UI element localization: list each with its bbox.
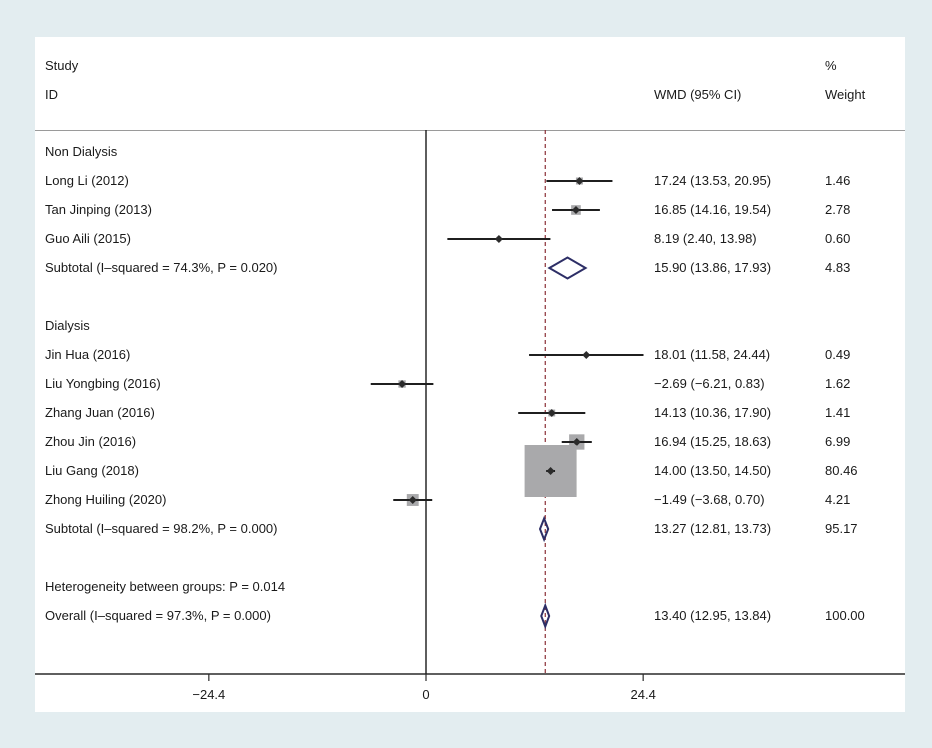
point-estimate	[494, 235, 503, 243]
header-percent: %	[825, 58, 837, 73]
ci-value: 16.94 (15.25, 18.63)	[654, 434, 772, 449]
ci-value: 13.40 (12.95, 13.84)	[654, 608, 772, 623]
study-label: Long Li (2012)	[45, 173, 129, 188]
header-study: Study	[45, 58, 79, 73]
study-label: Zhong Huiling (2020)	[45, 492, 167, 507]
study-label: Tan Jinping (2013)	[45, 202, 152, 217]
ci-value: −2.69 (−6.21, 0.83)	[654, 376, 765, 391]
weight-value: 2.78	[825, 202, 851, 217]
study-label: Zhou Jin (2016)	[45, 434, 137, 449]
study-label: Zhang Juan (2016)	[45, 405, 155, 420]
ci-value: 13.27 (12.81, 13.73)	[654, 521, 772, 536]
forest-plot-svg	[35, 130, 905, 681]
header-weight: Weight	[825, 87, 866, 102]
study-label: Liu Yongbing (2016)	[45, 376, 161, 391]
point-estimate	[572, 438, 581, 446]
subtotal-label: Subtotal (I–squared = 74.3%, P = 0.020)	[45, 260, 278, 275]
weight-value: 1.46	[825, 173, 851, 188]
weight-value: 1.41	[825, 405, 851, 420]
weight-value: 4.21	[825, 492, 851, 507]
weight-value: 6.99	[825, 434, 851, 449]
ci-value: 14.00 (13.50, 14.50)	[654, 463, 772, 478]
weight-value: 0.49	[825, 347, 851, 362]
header-wmd: WMD (95% CI)	[654, 87, 742, 102]
weight-value: 95.17	[825, 521, 858, 536]
group-label: Non Dialysis	[45, 144, 118, 159]
header-id: ID	[45, 87, 58, 102]
study-label: Jin Hua (2016)	[45, 347, 131, 362]
point-estimate	[547, 409, 556, 417]
point-estimate	[546, 467, 555, 475]
ci-value: 8.19 (2.40, 13.98)	[654, 231, 757, 246]
weight-value: 1.62	[825, 376, 851, 391]
group-label: Dialysis	[45, 318, 90, 333]
x-tick-label: −24.4	[192, 687, 226, 702]
weight-value: 80.46	[825, 463, 858, 478]
forest-plot-panel: Study ID WMD (95% CI) % Weight Non Dialy…	[35, 37, 905, 712]
point-estimate	[398, 380, 407, 388]
x-tick-label: 0	[422, 687, 430, 702]
study-label: Liu Gang (2018)	[45, 463, 139, 478]
note-label: Heterogeneity between groups: P = 0.014	[45, 579, 286, 594]
subtotal-label: Subtotal (I–squared = 98.2%, P = 0.000)	[45, 521, 278, 536]
x-tick-label: 24.4	[630, 687, 656, 702]
ci-value: 14.13 (10.36, 17.90)	[654, 405, 772, 420]
point-estimate	[575, 177, 584, 185]
weight-value: 4.83	[825, 260, 851, 275]
study-label: Guo Aili (2015)	[45, 231, 131, 246]
overall-diamond	[540, 602, 551, 630]
header-divider	[35, 130, 905, 131]
ci-value: 18.01 (11.58, 24.44)	[654, 347, 771, 362]
point-estimate	[408, 496, 417, 504]
overall-label: Overall (I–squared = 97.3%, P = 0.000)	[45, 608, 271, 623]
ci-value: −1.49 (−3.68, 0.70)	[654, 492, 765, 507]
weight-value: 0.60	[825, 231, 851, 246]
subtotal-diamond	[538, 515, 550, 543]
point-estimate	[582, 351, 591, 359]
ci-value: 16.85 (14.16, 19.54)	[654, 202, 772, 217]
weight-value: 100.00	[825, 608, 865, 623]
subtotal-diamond	[547, 256, 588, 280]
ci-value: 17.24 (13.53, 20.95)	[654, 173, 772, 188]
ci-value: 15.90 (13.86, 17.93)	[654, 260, 772, 275]
point-estimate	[571, 206, 580, 214]
